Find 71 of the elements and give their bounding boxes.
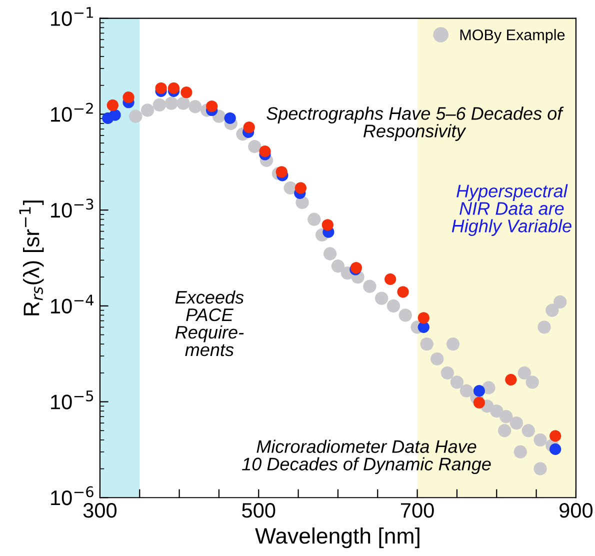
point [106,99,118,112]
point [420,337,434,351]
y-tick-label: 10$^{−4}$ [51,294,94,314]
point [546,304,559,317]
point [224,112,236,124]
point [384,273,396,285]
y-tick-label: 10$^{−3}$ [51,198,94,218]
annotation: Exceeds PACE Require- ments [175,290,244,356]
point [398,308,412,322]
annotation: Spectrographs Have 5–6 Decades of Responsivity [266,106,564,141]
point [322,219,334,231]
x-tick-label: 900 [560,503,593,518]
point [500,410,513,424]
point [534,433,547,446]
point [294,182,306,194]
point [248,140,262,154]
point [473,396,485,408]
point [308,212,321,226]
point [534,462,547,476]
point [482,381,496,394]
y-axis-title: R$_{rs}$(λ) [sr$^{−1}$] [19,200,44,316]
point [538,320,551,334]
point [514,445,528,458]
point [188,100,202,114]
point [550,443,562,456]
point [140,104,154,117]
point [168,82,180,94]
point [164,96,178,110]
point [550,430,562,442]
point [397,286,409,298]
legend-label: MOBy Example [460,29,565,44]
point [505,374,517,386]
y-tick-label: 10$^{−2}$ [51,102,93,122]
point [276,166,288,178]
point [498,424,512,438]
point [522,424,535,438]
y-tick-label: 10$^{−1}$ [51,7,93,26]
point [490,404,504,418]
annotation: Hyperspectral NIR Data are Highly Variable [452,184,572,236]
point [152,98,166,112]
x-axis-title: Wavelength [nm] [255,527,420,548]
point [155,82,167,94]
x-tick-label: 500 [242,503,276,518]
point [243,121,255,134]
point [450,376,464,389]
point [122,92,134,104]
x-tick-label: 300 [83,503,117,518]
point [446,337,460,351]
point [375,292,388,305]
point [323,247,337,260]
point [363,280,376,293]
point [430,352,444,366]
y-tick-label: 10$^{−5}$ [51,390,94,410]
point [386,299,400,312]
point [554,295,567,309]
point [109,109,121,121]
point [510,416,524,430]
point [129,110,142,123]
x-tick-label: 700 [400,503,434,518]
annotation: Microradiometer Data Have 10 Decades of Dynamic Range [242,440,491,474]
point [180,86,192,98]
point [526,376,539,389]
point [473,385,485,397]
point [331,260,345,273]
point [206,100,218,112]
point [176,96,190,110]
point [518,366,531,380]
point [418,312,430,324]
point [460,384,474,398]
point [259,146,271,158]
point [440,366,454,380]
